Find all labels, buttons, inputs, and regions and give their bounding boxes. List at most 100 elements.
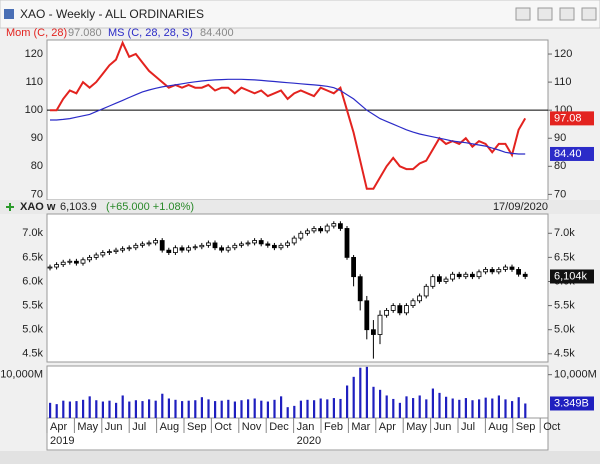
volume-bar [88,396,91,418]
candle-body [403,305,409,314]
momentum-header-value: 97.080 [68,27,102,39]
volume-bar [240,400,243,418]
volume-bar [471,400,474,418]
candle-body [113,249,119,253]
close-button[interactable] [581,7,597,21]
y-tick-label: 6.5k [554,251,575,263]
candle-body [397,305,403,314]
last-value-box [550,146,594,161]
candle-body [311,228,317,232]
volume-bar [207,399,210,418]
candle-body [67,260,73,263]
volume-bar [445,396,448,418]
x-tick-label: Aug [488,421,508,433]
candle-body [245,242,251,245]
volume-bar [101,401,104,418]
last-value-box [550,111,594,126]
momentum-panel [46,39,549,201]
volume-bar [75,401,78,418]
volume-bar [161,393,164,418]
window-icon [4,9,14,19]
y-tick-label-left: 6.5k [22,251,43,263]
x-tick-label: Jul [461,421,475,433]
candle-body [186,247,192,251]
y-tick-label: 110 [554,76,572,88]
candle-body [285,242,291,246]
candle-body [331,223,337,227]
candle-body [219,247,225,251]
volume-panel [46,365,549,419]
candle-body [159,240,165,251]
volume-bar [280,396,283,418]
y-tick-label-left: 10,000M [0,369,43,381]
candle-body [344,228,350,258]
candle-body [179,247,185,251]
volume-bar [148,399,151,418]
y-tick-label-left: 110 [25,76,43,88]
candle-body [258,240,264,245]
y-tick-label: 80 [554,160,566,172]
volume-bar [154,400,157,418]
volume-bar [108,400,111,418]
candle-body [93,254,99,258]
window-controls[interactable] [515,7,597,21]
momentum-series-name: Mom (C, 28) [6,27,67,39]
y-tick-label-left: 7.0k [22,227,43,239]
volume-bar [134,400,137,418]
volume-bar [299,400,302,418]
y-tick-label-left: 70 [31,188,43,200]
candle-body [377,314,383,335]
x-tick-label: Apr [379,421,396,433]
candle-body [509,266,515,270]
volume-bar [352,376,355,418]
candle-body [489,269,495,273]
last-value-label: 97.08 [554,112,582,124]
x-tick-label: Sep [516,421,536,433]
candle-body [469,273,475,278]
volume-bar [392,398,395,418]
candle-body [324,225,330,232]
last-volume-box [550,396,594,411]
x-tick-label: Jun [105,421,123,433]
y-tick-label: 4.5k [554,348,575,360]
volume-bar [128,401,131,418]
scrollbar[interactable] [0,451,600,464]
maximize-button[interactable] [537,7,553,21]
volume-bar [438,392,441,418]
candle-body [205,242,211,246]
candle-body [423,285,429,297]
volume-bar [339,398,342,418]
volume-bar [174,399,177,418]
candle-body [153,240,159,244]
x-tick-label: Oct [543,421,560,433]
volume-bar [200,397,203,418]
restore-button[interactable] [559,7,575,21]
volume-bar [233,401,236,418]
candle-body [443,278,449,282]
candle-body [278,244,284,249]
candle-body [298,232,304,239]
candle-body [74,260,79,264]
candle-body [318,228,324,232]
volume-bar [319,398,322,418]
volume-bar [115,402,118,418]
volume-bar [95,400,98,418]
volume-bar [398,402,401,418]
x-tick-label: May [77,421,98,433]
candle-body [516,269,521,275]
volume-bar [260,400,263,418]
x-tick-label: Dec [269,421,289,433]
candle-body [172,247,178,253]
candle-body [232,244,238,249]
y-tick-label: 5.0k [554,324,575,336]
candle-body [100,252,106,256]
volume-bar [497,395,500,418]
y-tick-label: 7.0k [554,227,575,239]
expand-icon[interactable] [6,203,14,211]
volume-bar [220,400,223,418]
y-tick-label-left: 90 [31,132,43,144]
volume-bar [82,399,85,418]
x-tick-label: Sep [187,421,207,433]
minimize-button[interactable] [515,7,531,21]
y-tick-label: 5.5k [554,300,575,312]
